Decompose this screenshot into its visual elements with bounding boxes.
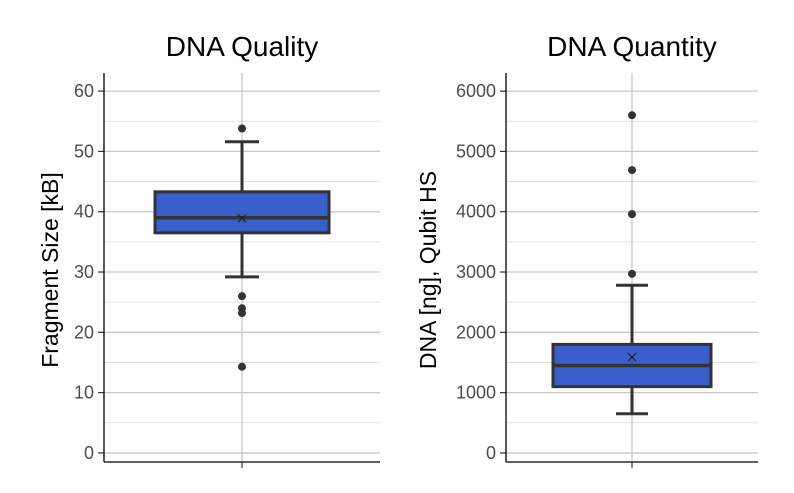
outlier-point <box>238 362 246 371</box>
y-tick-label: 1000 <box>456 383 496 403</box>
panel-dna-quantity: DNA Quantity DNA [ng], Qubit HS 0 1000 200… <box>415 31 758 468</box>
outlier-point <box>238 124 246 133</box>
y-tick-label: 3000 <box>456 262 496 282</box>
y-tick-label: 0 <box>84 443 94 463</box>
panel-dna-quality: DNA Quality Fragment Size [kB] 0 10 20 30 40… <box>37 31 380 468</box>
outlier-point <box>628 166 636 175</box>
outlier-point <box>238 292 246 301</box>
outlier-point <box>628 269 636 278</box>
y-tick-label: 20 <box>74 322 94 342</box>
y-tick-label: 0 <box>486 443 496 463</box>
outlier-point <box>628 111 636 120</box>
y-tick-label: 60 <box>74 81 94 101</box>
y-tick-label: 10 <box>74 383 94 403</box>
y-tick-label: 50 <box>74 141 94 161</box>
outlier-point <box>238 309 246 318</box>
y-tick-label: 6000 <box>456 81 496 101</box>
outlier-point <box>628 210 636 219</box>
y-tick-label: 40 <box>74 202 94 222</box>
chart-title: DNA Quantity <box>547 31 717 62</box>
mean-marker <box>627 352 637 362</box>
mean-marker-stroke <box>237 213 247 223</box>
y-tick-label: 2000 <box>456 322 496 342</box>
chart-title: DNA Quality <box>166 31 319 62</box>
iqr-box <box>153 190 331 235</box>
y-tick-label: 5000 <box>456 141 496 161</box>
y-axis-label: Fragment Size [kB] <box>37 172 63 368</box>
y-tick-label: 4000 <box>456 202 496 222</box>
mean-marker-stroke <box>627 352 637 362</box>
y-tick-label: 30 <box>74 262 94 282</box>
y-axis-label: DNA [ng], Qubit HS <box>415 171 441 369</box>
mean-marker <box>237 213 247 223</box>
